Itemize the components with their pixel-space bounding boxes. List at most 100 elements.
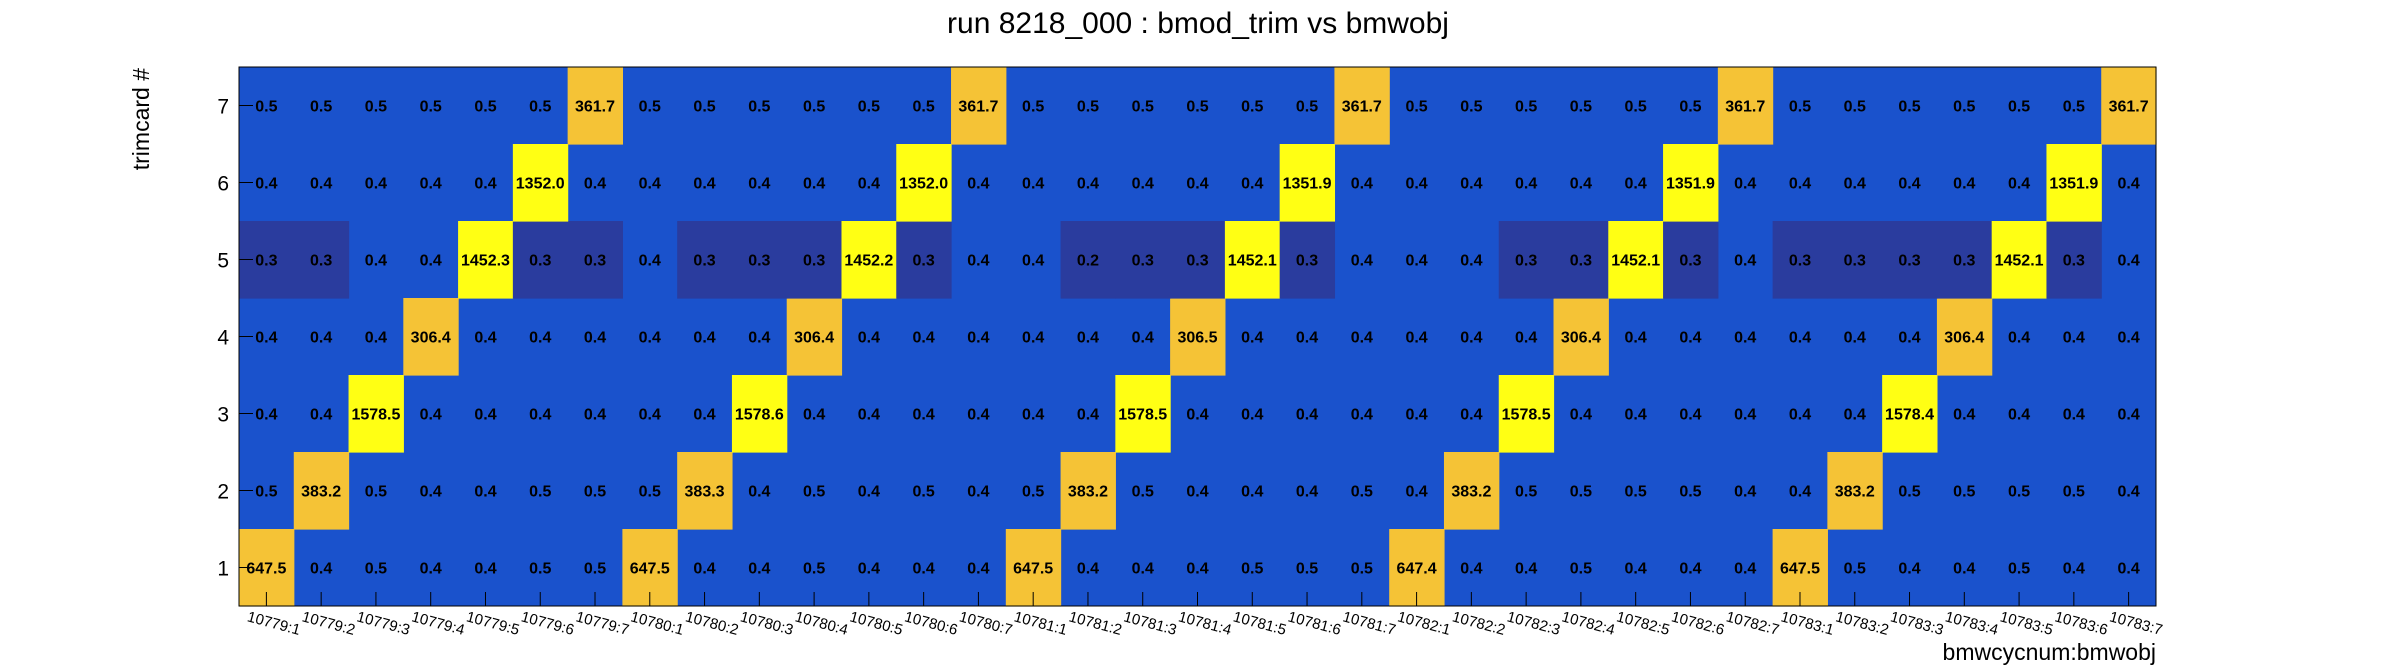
cell-label: 0.4	[365, 253, 387, 270]
heatmap-cell	[293, 452, 350, 530]
cell-label: 0.4	[474, 176, 496, 193]
x-tick-label: 10783:3	[1888, 608, 1945, 638]
cell-label: 0.4	[2117, 253, 2139, 270]
x-tick-label: 10782:7	[1724, 608, 1781, 638]
cell-label: 0.4	[1405, 176, 1427, 193]
cell-label: 0.4	[803, 407, 825, 424]
x-tick-label: 10780:3	[738, 608, 795, 638]
heatmap-cell	[1772, 221, 1828, 299]
cell-label: 0.4	[748, 484, 770, 501]
x-tick-label: 10781:6	[1286, 608, 1343, 638]
cell-label: 383.2	[1451, 484, 1491, 501]
cell-label: 361.7	[2109, 99, 2149, 116]
heatmap-cell	[677, 452, 733, 530]
cell-label: 1578.5	[1118, 407, 1167, 424]
cell-label: 0.3	[584, 253, 606, 270]
x-tick-label: 10780:7	[957, 608, 1014, 638]
cell-label: 0.4	[1460, 330, 1482, 347]
cell-label: 0.5	[2008, 484, 2030, 501]
heatmap-cell	[1115, 375, 1171, 453]
cell-label: 0.5	[529, 484, 551, 501]
cell-label: 0.4	[1296, 407, 1318, 424]
cell-label: 0.5	[803, 99, 825, 116]
cell-label: 1452.2	[844, 253, 893, 270]
cell-label: 0.4	[474, 330, 496, 347]
heatmap-cell	[786, 298, 843, 376]
cell-label: 647.5	[1013, 561, 1053, 578]
cell-label: 1452.1	[1228, 253, 1277, 270]
cell-label: 0.3	[1844, 253, 1866, 270]
heatmap-cell	[731, 221, 788, 299]
cell-label: 1351.9	[1666, 176, 1715, 193]
cell-label: 0.4	[967, 253, 989, 270]
cell-label: 0.3	[803, 253, 825, 270]
cell-label: 0.4	[474, 561, 496, 578]
cell-label: 0.4	[420, 561, 442, 578]
cell-label: 0.4	[1953, 407, 1975, 424]
cell-label: 0.4	[803, 176, 825, 193]
x-tick-label: 10782:6	[1669, 608, 1726, 638]
cell-label: 0.4	[1460, 561, 1482, 578]
cell-label: 0.5	[1022, 99, 1044, 116]
heatmap-cell	[1882, 375, 1938, 453]
cell-label: 0.4	[420, 176, 442, 193]
cell-label: 0.4	[1898, 561, 1920, 578]
heatmap-cell	[786, 221, 843, 299]
cell-label: 0.5	[1460, 99, 1482, 116]
cell-label: 361.7	[1725, 99, 1765, 116]
cell-label: 0.3	[1789, 253, 1811, 270]
x-tick-label: 10783:2	[1834, 608, 1891, 638]
y-tick-label: 2	[217, 481, 229, 504]
x-tick-label: 10783:5	[1998, 608, 2055, 638]
cell-label: 0.4	[1022, 176, 1044, 193]
cell-label: 0.4	[1405, 484, 1427, 501]
cell-label: 0.4	[639, 330, 661, 347]
cell-label: 0.4	[1734, 330, 1756, 347]
cell-label: 0.3	[529, 253, 551, 270]
cell-label: 0.5	[1351, 561, 1373, 578]
cell-label: 0.4	[255, 407, 277, 424]
cell-label: 0.4	[967, 484, 989, 501]
cell-label: 0.4	[967, 176, 989, 193]
heatmap-cell	[1991, 221, 2048, 299]
heatmap-cell	[1827, 221, 1883, 299]
cell-label: 0.4	[2008, 330, 2030, 347]
cell-label: 0.4	[584, 330, 606, 347]
cell-label: 0.4	[310, 407, 332, 424]
y-tick-label: 6	[217, 173, 229, 196]
heatmap-cell	[1553, 298, 1609, 376]
cell-label: 0.3	[1953, 253, 1975, 270]
cell-label: 361.7	[958, 99, 998, 116]
cell-label: 1452.1	[1995, 253, 2044, 270]
cell-label: 0.4	[1460, 253, 1482, 270]
heatmap-cell	[1663, 144, 1719, 222]
heatmap-cell	[512, 144, 569, 222]
heatmap-cell	[2101, 67, 2157, 145]
heatmap-cell	[1498, 375, 1555, 453]
heatmap-cell	[512, 221, 569, 299]
cell-label: 0.5	[803, 484, 825, 501]
heatmap-cell	[1060, 221, 1116, 299]
cell-label: 0.5	[1022, 484, 1044, 501]
x-tick-label: 10779:4	[410, 608, 467, 638]
cell-label: 0.4	[529, 330, 551, 347]
cell-label: 0.4	[1570, 176, 1592, 193]
cell-label: 647.4	[1397, 561, 1437, 578]
cell-label: 0.4	[1625, 407, 1647, 424]
cell-label: 0.4	[2063, 330, 2085, 347]
heatmap-cell	[841, 221, 897, 299]
cell-label: 0.5	[255, 99, 277, 116]
x-tick-label: 10781:2	[1067, 608, 1124, 638]
x-tick-label: 10779:3	[355, 608, 412, 638]
cell-label: 0.4	[1898, 176, 1920, 193]
x-tick-label: 10779:1	[245, 608, 302, 638]
cell-label: 0.4	[1515, 176, 1537, 193]
heatmap-cell	[1170, 221, 1226, 299]
cell-label: 0.3	[1296, 253, 1318, 270]
heatmap-cell	[896, 221, 952, 299]
cell-label: 0.4	[1460, 407, 1482, 424]
cell-label: 383.2	[301, 484, 341, 501]
cell-label: 0.4	[584, 407, 606, 424]
cell-label: 0.4	[1405, 407, 1427, 424]
cell-label: 647.5	[1780, 561, 1820, 578]
